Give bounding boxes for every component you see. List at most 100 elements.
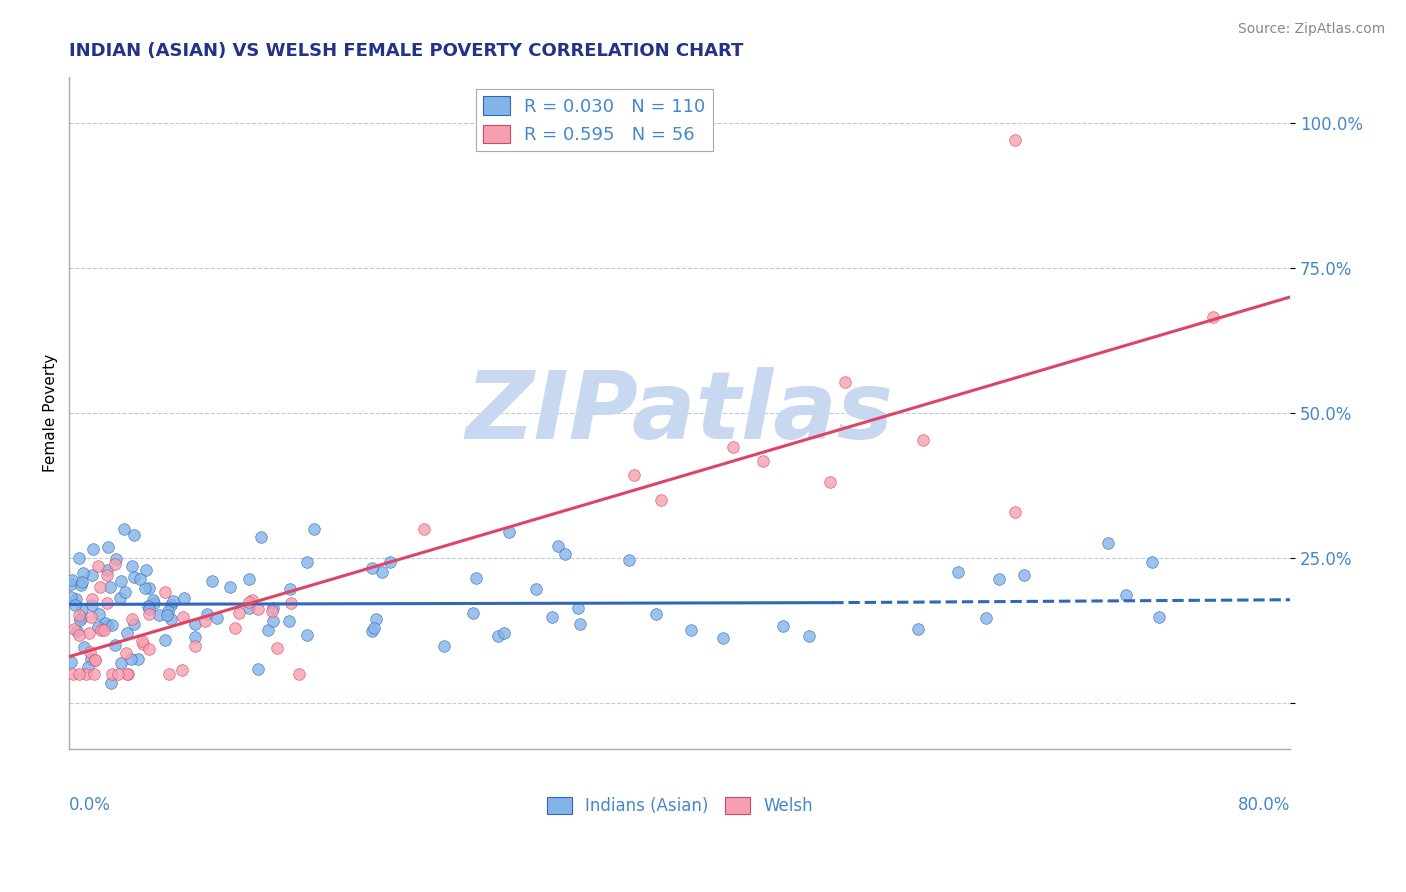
Point bbox=[240, 592, 263, 607]
Point bbox=[104, 557, 127, 571]
Point bbox=[93, 615, 115, 630]
Point bbox=[122, 570, 145, 584]
Point bbox=[138, 607, 160, 621]
Point bbox=[772, 619, 794, 633]
Point bbox=[96, 563, 118, 577]
Point bbox=[114, 522, 136, 536]
Point bbox=[464, 571, 486, 585]
Point bbox=[98, 580, 121, 594]
Point bbox=[948, 566, 970, 580]
Point bbox=[228, 606, 250, 620]
Point bbox=[412, 522, 434, 536]
Point bbox=[492, 626, 515, 640]
Point bbox=[77, 626, 100, 640]
Point bbox=[361, 561, 384, 575]
Point bbox=[75, 667, 97, 681]
Point bbox=[87, 620, 110, 634]
Point bbox=[183, 639, 205, 653]
Point bbox=[679, 623, 702, 637]
Point bbox=[567, 601, 589, 615]
Point bbox=[104, 552, 127, 566]
Point bbox=[70, 602, 93, 616]
Point bbox=[378, 555, 401, 569]
Point bbox=[219, 580, 242, 594]
Point bbox=[280, 596, 302, 610]
Point bbox=[142, 593, 165, 607]
Point bbox=[194, 615, 217, 629]
Point bbox=[62, 573, 84, 587]
Point bbox=[82, 598, 104, 612]
Point bbox=[370, 565, 392, 579]
Point bbox=[183, 617, 205, 632]
Point bbox=[238, 572, 260, 586]
Point bbox=[115, 667, 138, 681]
Point bbox=[162, 593, 184, 607]
Point bbox=[238, 595, 260, 609]
Point bbox=[100, 618, 122, 632]
Point bbox=[820, 475, 842, 490]
Point bbox=[1140, 555, 1163, 569]
Point bbox=[87, 559, 110, 574]
Point bbox=[260, 604, 283, 618]
Point bbox=[100, 675, 122, 690]
Point bbox=[131, 634, 153, 648]
Point bbox=[1115, 588, 1137, 602]
Point bbox=[136, 599, 159, 613]
Point bbox=[486, 629, 509, 643]
Point bbox=[262, 614, 284, 628]
Point bbox=[619, 553, 641, 567]
Point bbox=[82, 542, 104, 557]
Point bbox=[278, 582, 301, 597]
Point bbox=[173, 591, 195, 605]
Text: INDIAN (ASIAN) VS WELSH FEMALE POVERTY CORRELATION CHART: INDIAN (ASIAN) VS WELSH FEMALE POVERTY C… bbox=[69, 42, 744, 60]
Point bbox=[723, 440, 745, 454]
Point bbox=[80, 652, 103, 666]
Point bbox=[72, 566, 94, 580]
Point bbox=[80, 610, 103, 624]
Point bbox=[751, 454, 773, 468]
Point bbox=[138, 642, 160, 657]
Point bbox=[201, 574, 224, 588]
Point bbox=[104, 638, 127, 652]
Point bbox=[122, 527, 145, 541]
Point bbox=[569, 616, 592, 631]
Point bbox=[432, 640, 454, 654]
Point bbox=[224, 621, 246, 635]
Point bbox=[623, 467, 645, 482]
Point bbox=[73, 640, 96, 654]
Point bbox=[83, 667, 105, 681]
Point bbox=[711, 631, 734, 645]
Point bbox=[156, 607, 179, 622]
Point bbox=[115, 626, 138, 640]
Point bbox=[117, 667, 139, 681]
Point bbox=[797, 629, 820, 643]
Point bbox=[498, 525, 520, 540]
Point bbox=[974, 611, 997, 625]
Point bbox=[69, 611, 91, 625]
Point bbox=[62, 667, 84, 681]
Y-axis label: Female Poverty: Female Poverty bbox=[44, 354, 58, 472]
Point bbox=[266, 640, 288, 655]
Point bbox=[121, 612, 143, 626]
Legend: Indians (Asian), Welsh: Indians (Asian), Welsh bbox=[540, 790, 820, 822]
Point bbox=[156, 604, 179, 618]
Point bbox=[366, 612, 388, 626]
Point bbox=[547, 540, 569, 554]
Point bbox=[96, 596, 118, 610]
Point bbox=[238, 601, 260, 615]
Point bbox=[295, 555, 318, 569]
Point bbox=[96, 568, 118, 582]
Point bbox=[76, 660, 98, 674]
Point bbox=[121, 559, 143, 574]
Point bbox=[148, 607, 170, 622]
Point bbox=[59, 590, 82, 604]
Point bbox=[361, 624, 384, 639]
Point bbox=[912, 434, 935, 448]
Point bbox=[84, 653, 107, 667]
Point bbox=[170, 663, 193, 677]
Point bbox=[67, 628, 90, 642]
Point bbox=[153, 632, 176, 647]
Point bbox=[205, 611, 228, 625]
Point bbox=[907, 623, 929, 637]
Point bbox=[554, 547, 576, 561]
